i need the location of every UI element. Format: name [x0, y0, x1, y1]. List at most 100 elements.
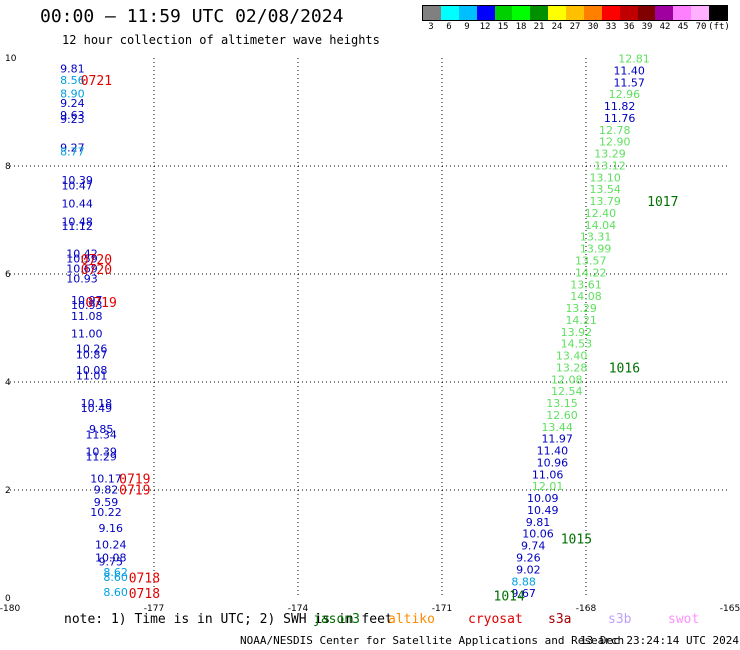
data-point-label: 13.40	[556, 350, 588, 363]
data-point-label: 14.53	[561, 338, 593, 351]
data-point-label: 10.96	[537, 456, 569, 469]
color-legend	[422, 5, 728, 21]
data-point-label: 13.10	[589, 171, 621, 184]
legend-swatch	[476, 6, 495, 20]
data-point-label: 13.99	[580, 243, 612, 256]
data-point-label: 11.12	[61, 220, 93, 233]
legend-swatch	[458, 6, 477, 20]
time-label: 0719	[119, 473, 150, 488]
data-point-label: 9.63	[60, 109, 85, 122]
data-point-label: 12.96	[609, 88, 641, 101]
data-point-label: 11.29	[85, 451, 117, 464]
data-point-label: 12.40	[585, 207, 617, 220]
legend-label: 33	[605, 22, 617, 32]
legend-swatch	[709, 6, 727, 20]
legend-label: 15	[497, 22, 509, 32]
time-label: 0719	[86, 296, 117, 311]
satellite-label-cryosat: cryosat	[468, 612, 523, 627]
time-label: 0718	[129, 571, 160, 586]
data-point-label: 10.42	[66, 247, 98, 260]
data-point-label: 13.61	[570, 278, 602, 291]
data-point-label: 10.47	[61, 179, 93, 192]
data-point-label: 10.08	[95, 552, 127, 565]
data-point-label: 9.75	[99, 555, 124, 568]
data-point-label: 10.87	[76, 348, 108, 361]
data-point-label: 12.81	[618, 53, 650, 66]
data-point-label: 13.57	[575, 255, 607, 268]
data-point-label: 10.44	[61, 197, 93, 210]
legend-label: 18	[515, 22, 527, 32]
data-point-label: 10.09	[527, 492, 559, 505]
legend-swatch	[440, 6, 459, 20]
data-point-label: 8.62	[103, 566, 128, 579]
satellite-label-s3b: s3b	[608, 612, 632, 627]
data-point-label: 9.24	[60, 97, 85, 110]
data-point-label: 10.49	[81, 402, 113, 415]
legend-label: 3	[428, 22, 434, 32]
x-tick-label: -177	[144, 604, 164, 614]
data-point-label: 11.01	[76, 370, 108, 383]
legend-swatch	[530, 6, 549, 20]
data-point-label: 10.49	[527, 504, 559, 517]
satellite-label-jason3: jason3	[313, 612, 360, 627]
data-point-label: 10.93	[66, 272, 98, 285]
time-label: 1016	[609, 361, 640, 376]
data-point-label: 9.16	[99, 522, 124, 535]
data-point-label: 13.12	[594, 159, 626, 172]
data-point-label: 10.08	[76, 364, 108, 377]
data-point-label: 12.78	[599, 124, 631, 137]
time-label: 0720	[81, 253, 112, 268]
legend-label: 21	[533, 22, 545, 32]
time-label: 0721	[81, 74, 112, 89]
legend-label: 70	[695, 22, 707, 32]
legend-swatch	[637, 6, 656, 20]
data-point-label: 13.92	[561, 326, 593, 339]
data-point-label: 10.24	[95, 539, 127, 552]
data-point-label: 11.06	[532, 468, 564, 481]
satellite-label-swot: swot	[668, 612, 700, 627]
footer-credit: NOAA/NESDIS Center for Satellite Applica…	[240, 634, 625, 647]
data-point-label: 11.00	[71, 327, 103, 340]
data-point-label: 10.39	[61, 174, 93, 187]
data-point-label: 12.90	[599, 136, 631, 149]
data-point-label: 10.93	[71, 299, 103, 312]
data-point-label: 12.08	[551, 373, 583, 386]
x-tick-label: -180	[0, 604, 20, 614]
data-point-label: 13.79	[589, 195, 621, 208]
data-point-label: 10.06	[522, 528, 554, 541]
y-tick-label: 8	[5, 162, 11, 172]
x-tick-label: -174	[288, 604, 309, 614]
legend-label: 27	[569, 22, 581, 32]
data-point-label: 10.69	[66, 263, 98, 276]
legend-swatch	[494, 6, 513, 20]
data-point-label: 13.28	[556, 361, 588, 374]
data-point-label: 11.76	[604, 112, 636, 125]
data-point-label: 14.08	[570, 290, 602, 303]
data-point-label: 8.88	[511, 575, 536, 588]
data-point-label: 13.29	[565, 302, 597, 315]
data-point-label: 12.60	[546, 409, 578, 422]
data-point-label: 13.31	[580, 231, 612, 244]
legend-label: (ft)	[708, 22, 730, 32]
legend-swatch	[583, 6, 602, 20]
data-point-label: 8.77	[60, 145, 85, 158]
legend-swatch	[691, 6, 709, 20]
data-point-label: 9.59	[94, 496, 119, 509]
data-point-label: 9.02	[516, 563, 541, 576]
y-tick-label: 2	[5, 486, 11, 496]
note-text: note: 1) Time is in UTC; 2) SWH is in fe…	[64, 612, 393, 627]
data-point-label: 14.22	[575, 266, 607, 279]
legend-swatch	[655, 6, 674, 20]
data-point-label: 13.15	[546, 397, 578, 410]
time-label: 1017	[647, 195, 678, 210]
data-point-label: 13.29	[594, 148, 626, 161]
legend-label: 30	[587, 22, 599, 32]
data-point-label: 8.56	[60, 74, 85, 87]
data-point-label: 10.48	[61, 216, 93, 229]
satellite-label-altiko: altiko	[388, 612, 435, 627]
legend-label: 12	[479, 22, 491, 32]
legend-label: 36	[623, 22, 635, 32]
data-point-label: 11.82	[604, 100, 636, 113]
data-point-label: 11.57	[613, 76, 645, 89]
data-point-label: 9.27	[60, 142, 85, 155]
